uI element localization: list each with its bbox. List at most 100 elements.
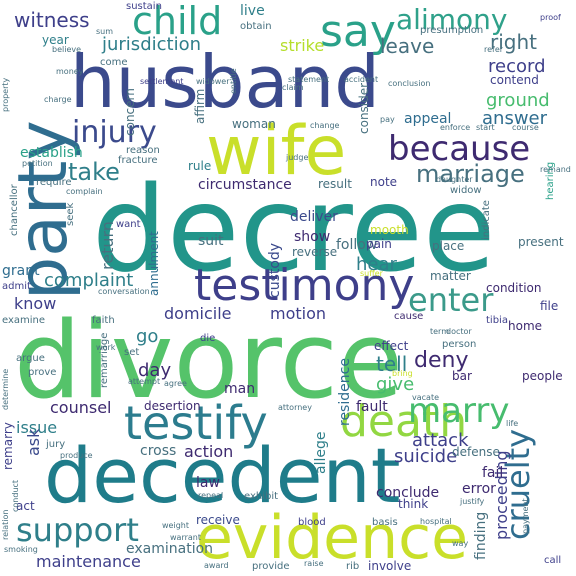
word-course: course <box>512 123 539 132</box>
word-ground: ground <box>486 90 550 111</box>
word-motion: motion <box>270 304 327 323</box>
word-presumption: presumption <box>420 25 484 36</box>
word-produce: produce <box>60 451 93 460</box>
word-provide: provide <box>252 561 290 572</box>
word-judge: judge <box>286 153 309 162</box>
word-refer: refer <box>484 45 504 54</box>
word-argue: argue <box>16 353 45 364</box>
word-because: because <box>388 129 531 169</box>
word-go: go <box>136 326 159 347</box>
word-reason: reason <box>126 145 160 156</box>
word-warrant: warrant <box>170 533 201 542</box>
word-attack: attack <box>412 430 469 451</box>
word-defense: defense <box>452 445 500 459</box>
word-rib: rib <box>346 561 360 572</box>
word-believe: believe <box>52 45 82 54</box>
word-counsel: counsel <box>50 398 112 417</box>
word-people: people <box>522 369 563 383</box>
word-die: die <box>200 333 216 344</box>
word-start: start <box>476 123 495 132</box>
word-leave: leave <box>380 34 435 58</box>
word-payment: payment <box>521 498 530 534</box>
word-award: award <box>204 561 229 570</box>
word-hospital: hospital <box>420 517 452 526</box>
word-property: property <box>1 77 10 112</box>
word-cause: cause <box>394 311 424 322</box>
word-charge: charge <box>44 95 72 104</box>
word-deliver: deliver <box>290 209 338 225</box>
word-ask: ask <box>24 428 43 456</box>
word-accident: accident <box>344 75 379 84</box>
word-think: think <box>398 497 429 511</box>
word-support: support <box>16 511 139 549</box>
word-conduct: conduct <box>11 479 20 512</box>
word-conclusion: conclusion <box>388 79 431 88</box>
word-home: home <box>508 319 543 333</box>
word-death: death <box>340 396 468 447</box>
word-issue: issue <box>16 418 58 437</box>
word-require: require <box>36 177 72 188</box>
word-circumstance: circumstance <box>198 177 292 193</box>
word-follow: follow <box>336 237 378 253</box>
word-place: place <box>432 239 465 253</box>
word-husband: husband <box>70 40 380 124</box>
word-change: change <box>310 121 340 130</box>
word-record: record <box>488 56 546 77</box>
word-attorney: attorney <box>278 403 312 412</box>
word-petition: petition <box>22 159 53 168</box>
word-mooth: mooth <box>370 223 409 237</box>
word-repeal: repeal <box>198 491 224 500</box>
word-law: law <box>196 475 220 491</box>
word-exhibit: exhibit <box>244 491 279 502</box>
word-examine: examine <box>2 315 46 326</box>
word-daughter: daughter <box>436 175 473 184</box>
word-complain: complain <box>66 187 103 196</box>
word-live: live <box>240 3 265 19</box>
word-seek: seek <box>65 202 76 226</box>
word-vacate: vacate <box>412 393 439 402</box>
word-widow: widow <box>450 185 482 196</box>
word-custody: custody <box>267 242 283 298</box>
word-bar: bar <box>452 369 472 383</box>
word-faith: faith <box>92 315 115 326</box>
word-testimony: testimony <box>194 260 415 311</box>
word-testify: testify <box>124 396 268 450</box>
word-witness: witness <box>14 8 90 32</box>
word-consider: consider <box>357 82 371 134</box>
word-blood: blood <box>298 517 326 528</box>
word-woman: woman <box>232 117 276 131</box>
word-file: file <box>540 299 559 313</box>
word-cross: cross <box>140 443 177 459</box>
word-give: give <box>376 374 415 395</box>
word-matter: matter <box>430 269 471 283</box>
word-statement: statement <box>288 75 330 84</box>
word-affirm: affirm <box>193 88 207 124</box>
word-suicide: suicide <box>394 446 458 467</box>
word-effect: effect <box>374 339 409 353</box>
word-settlement: settlement <box>140 77 184 86</box>
word-smoking: smoking <box>4 545 38 554</box>
word-year: year <box>42 33 69 47</box>
word-wife: wife <box>206 112 347 191</box>
word-fracture: fracture <box>118 155 158 166</box>
word-act: act <box>16 499 35 513</box>
word-answer: answer <box>482 108 548 129</box>
word-fault: fault <box>356 399 388 415</box>
word-attempt: attempt <box>128 377 161 386</box>
word-strike: strike <box>280 36 325 55</box>
word-note: note <box>370 175 398 189</box>
word-come: come <box>100 57 128 68</box>
word-remand: remand <box>540 165 571 174</box>
word-basis: basis <box>372 517 398 528</box>
word-grant: grant <box>2 263 40 279</box>
word-show: show <box>294 229 331 245</box>
word-deny: deny <box>414 348 469 373</box>
word-enforce: enforce <box>440 123 471 132</box>
word-take: take <box>68 158 120 186</box>
word-raise: raise <box>304 559 324 568</box>
word-call: call <box>544 555 562 566</box>
word-tibia: tibia <box>486 315 508 326</box>
word-fail: fail <box>482 465 504 481</box>
word-desertion: desertion <box>144 399 201 413</box>
word-sustain: sustain <box>126 1 162 12</box>
